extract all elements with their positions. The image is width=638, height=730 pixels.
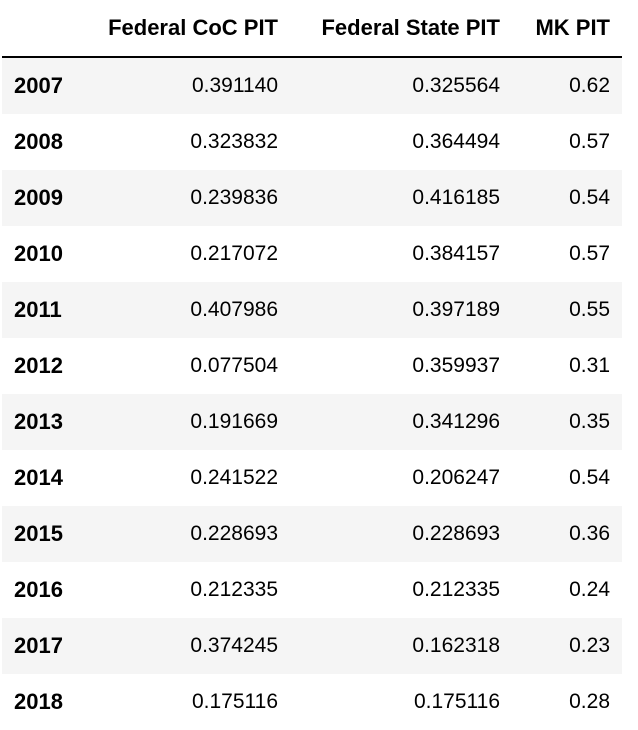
cell-federal-coc-pit: 0.239836 [190, 186, 278, 209]
cell-federal-state-pit: 0.397189 [412, 298, 500, 321]
table-row: 2012 0.077504 0.359937 0.31 [2, 338, 622, 394]
column-header-federal-coc-pit: Federal CoC PIT [80, 0, 290, 58]
dataframe-table: Federal CoC PIT Federal State PIT MK PIT… [2, 0, 622, 730]
cell-mk-pit: 0.31 [569, 354, 610, 377]
cell-mk-pit: 0.55 [569, 298, 610, 321]
table-row: 2010 0.217072 0.384157 0.57 [2, 226, 622, 282]
cell-federal-state-pit: 0.325564 [412, 74, 500, 97]
table-row: 2007 0.391140 0.325564 0.62 [2, 57, 622, 114]
table-row: 2016 0.212335 0.212335 0.24 [2, 562, 622, 618]
row-index: 2008 [14, 129, 63, 154]
cell-federal-state-pit: 0.212335 [412, 578, 500, 601]
row-index: 2016 [14, 577, 63, 602]
table-body: 2007 0.391140 0.325564 0.62 2008 0.323832 0.36… [2, 57, 622, 730]
row-index: 2015 [14, 521, 63, 546]
cell-federal-state-pit: 0.175116 [413, 690, 500, 713]
table-row: 2015 0.228693 0.228693 0.36 [2, 506, 622, 562]
row-index: 2012 [14, 353, 63, 378]
cell-federal-coc-pit: 0.228693 [190, 522, 278, 545]
column-header-mk-pit: MK PIT [512, 0, 622, 58]
row-index: 2010 [14, 241, 63, 266]
cell-federal-coc-pit: 0.323832 [190, 130, 278, 153]
row-index: 2014 [14, 465, 63, 490]
cell-federal-coc-pit: 0.391140 [191, 74, 278, 97]
cell-federal-coc-pit: 0.374245 [190, 634, 278, 657]
cell-federal-state-pit: 0.206247 [412, 466, 500, 489]
table-row: 2013 0.191669 0.341296 0.35 [2, 394, 622, 450]
row-index: 2013 [14, 409, 63, 434]
cell-federal-coc-pit: 0.407986 [190, 298, 278, 321]
cell-mk-pit: 0.36 [569, 522, 610, 545]
table-header: Federal CoC PIT Federal State PIT MK PIT [2, 0, 622, 58]
row-index: 2007 [14, 73, 63, 98]
cell-mk-pit: 0.28 [569, 690, 610, 713]
cell-mk-pit: 0.62 [569, 74, 610, 97]
table-row: 2009 0.239836 0.416185 0.54 [2, 170, 622, 226]
index-header [2, 0, 80, 58]
cell-federal-coc-pit: 0.077504 [190, 354, 278, 377]
header-row: Federal CoC PIT Federal State PIT MK PIT [2, 0, 622, 58]
column-header-federal-state-pit: Federal State PIT [290, 0, 512, 58]
cell-federal-coc-pit: 0.217072 [190, 242, 278, 265]
cell-federal-state-pit: 0.364494 [412, 130, 500, 153]
cell-mk-pit: 0.54 [569, 466, 610, 489]
cell-federal-state-pit: 0.416185 [412, 186, 500, 209]
cell-mk-pit: 0.35 [569, 410, 610, 433]
cell-mk-pit: 0.23 [569, 634, 610, 657]
table-row: 2018 0.175116 0.175116 0.28 [2, 674, 622, 730]
cell-federal-coc-pit: 0.241522 [190, 466, 278, 489]
cell-federal-state-pit: 0.341296 [412, 410, 500, 433]
cell-mk-pit: 0.57 [569, 130, 610, 153]
cell-federal-state-pit: 0.384157 [412, 242, 500, 265]
table-row: 2008 0.323832 0.364494 0.57 [2, 114, 622, 170]
dataframe-table-container: Federal CoC PIT Federal State PIT MK PIT… [2, 0, 622, 730]
row-index: 2018 [14, 689, 63, 714]
table-row: 2017 0.374245 0.162318 0.23 [2, 618, 622, 674]
cell-federal-coc-pit: 0.212335 [190, 578, 278, 601]
table-row: 2011 0.407986 0.397189 0.55 [2, 282, 622, 338]
cell-federal-state-pit: 0.228693 [412, 522, 500, 545]
cell-federal-state-pit: 0.359937 [412, 354, 500, 377]
cell-federal-coc-pit: 0.191669 [190, 410, 278, 433]
row-index: 2011 [14, 297, 62, 322]
cell-federal-coc-pit: 0.175116 [191, 690, 278, 713]
table-row: 2014 0.241522 0.206247 0.54 [2, 450, 622, 506]
cell-federal-state-pit: 0.162318 [412, 634, 500, 657]
cell-mk-pit: 0.54 [569, 186, 610, 209]
cell-mk-pit: 0.57 [569, 242, 610, 265]
cell-mk-pit: 0.24 [569, 578, 610, 601]
row-index: 2009 [14, 185, 63, 210]
row-index: 2017 [14, 633, 63, 658]
